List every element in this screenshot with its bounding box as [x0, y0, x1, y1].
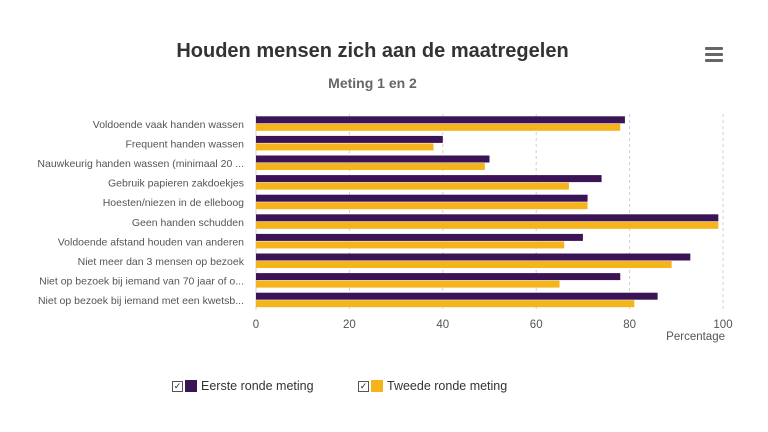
- bar-first-round[interactable]: [256, 214, 719, 222]
- legend-swatch: [185, 380, 197, 392]
- x-tick-label: 40: [436, 319, 449, 331]
- checkbox-icon[interactable]: ✓: [358, 380, 369, 392]
- bar-first-round[interactable]: [256, 135, 443, 143]
- category-label: Niet op bezoek bij iemand met een kwetsb…: [38, 295, 244, 307]
- bar-second-round[interactable]: [256, 280, 560, 288]
- bar-second-round[interactable]: [256, 163, 485, 170]
- bar-second-round[interactable]: [256, 221, 719, 229]
- category-label: Geen handen schudden: [132, 217, 244, 229]
- bar-first-round[interactable]: [256, 155, 490, 163]
- x-tick-label: 60: [530, 319, 543, 331]
- bar-first-round[interactable]: [256, 233, 583, 241]
- category-label: Voldoende vaak handen wassen: [93, 119, 244, 131]
- bar-second-round[interactable]: [256, 300, 635, 308]
- legend: ✓ Eerste ronde meting ✓ Tweede ronde met…: [0, 376, 768, 396]
- category-label: Frequent handen wassen: [126, 138, 245, 150]
- category-label: Gebruik papieren zakdoekjes: [108, 178, 244, 190]
- bar-first-round[interactable]: [256, 253, 691, 261]
- x-tick-labels: 0 20 40 60 80 100: [253, 319, 733, 331]
- legend-item-second[interactable]: ✓ Tweede ronde meting: [358, 376, 507, 396]
- bar-first-round[interactable]: [256, 194, 588, 202]
- category-label: Voldoende afstand houden van anderen: [58, 236, 244, 248]
- chart-title: Houden mensen zich aan de maatregelen: [176, 40, 569, 62]
- bar-second-round[interactable]: [256, 182, 569, 190]
- hamburger-menu-icon[interactable]: [703, 45, 725, 65]
- x-tick-label: 80: [623, 319, 636, 331]
- checkbox-icon[interactable]: ✓: [172, 380, 183, 392]
- x-axis-title: Percentage: [666, 331, 725, 343]
- legend-item-first[interactable]: ✓ Eerste ronde meting: [172, 376, 314, 396]
- x-tick-label: 0: [253, 319, 259, 331]
- category-label: Nauwkeurig handen wassen (minimaal 20 ..…: [37, 158, 244, 170]
- category-label: Hoesten/niezen in de elleboog: [103, 197, 244, 209]
- bar-second-round[interactable]: [256, 143, 434, 151]
- bar-second-round[interactable]: [256, 241, 565, 249]
- category-label: Niet meer dan 3 mensen op bezoek: [78, 256, 245, 268]
- bar-second-round[interactable]: [256, 261, 672, 268]
- bars: [256, 116, 719, 308]
- x-tick-label: 20: [343, 319, 356, 331]
- legend-label: Eerste ronde meting: [201, 379, 314, 393]
- bar-second-round[interactable]: [256, 202, 588, 210]
- category-label: Niet op bezoek bij iemand van 70 jaar of…: [39, 276, 244, 288]
- bar-second-round[interactable]: [256, 123, 621, 131]
- bar-first-round[interactable]: [256, 116, 625, 124]
- x-tick-label: 100: [713, 319, 732, 331]
- bar-first-round[interactable]: [256, 273, 621, 281]
- legend-label: Tweede ronde meting: [387, 379, 508, 393]
- bar-first-round[interactable]: [256, 175, 602, 183]
- chart-subtitle: Meting 1 en 2: [328, 75, 417, 91]
- legend-swatch: [371, 380, 383, 392]
- bar-first-round[interactable]: [256, 292, 658, 300]
- category-labels: Voldoende vaak handen wassen Frequent han…: [37, 119, 244, 307]
